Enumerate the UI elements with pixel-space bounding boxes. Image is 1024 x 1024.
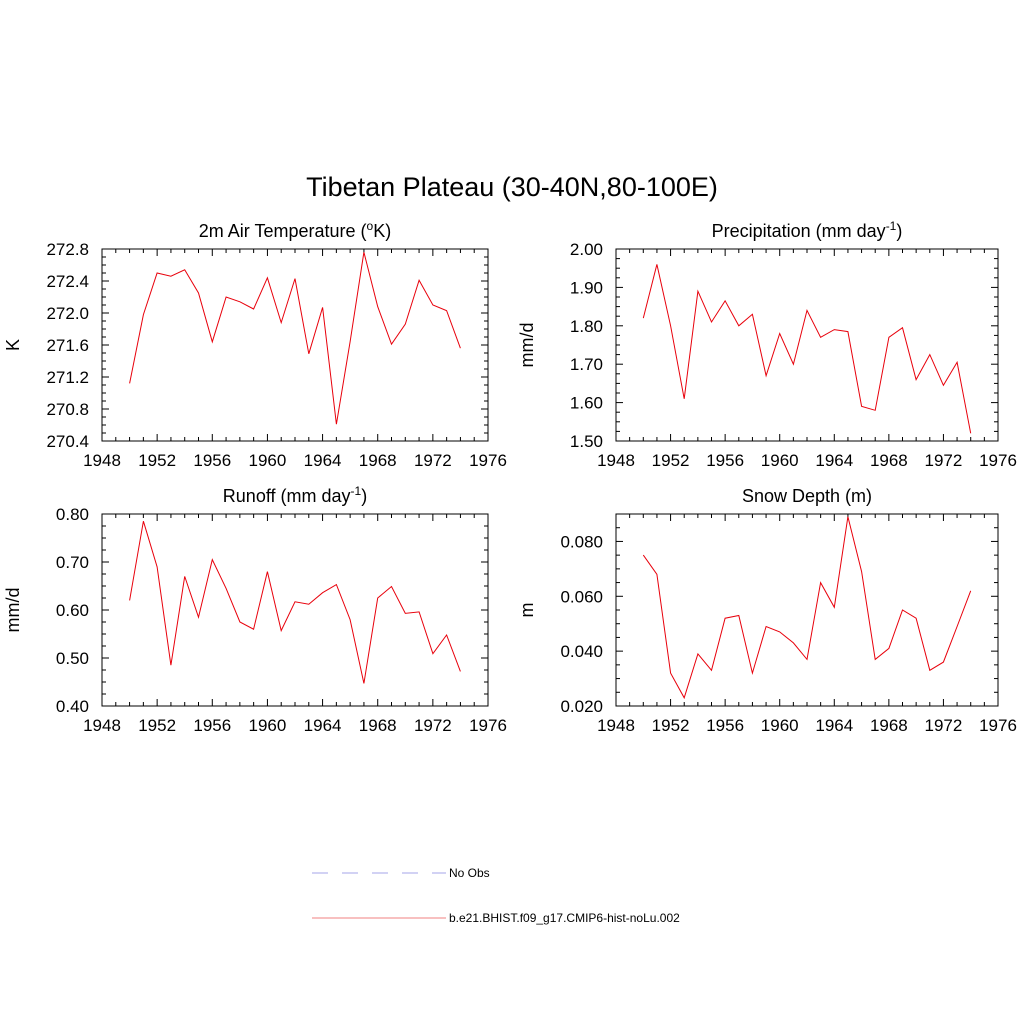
plot-frame [101,248,489,442]
x-tick-label: 1952 [652,716,690,735]
x-tick-label: 1948 [83,451,121,470]
legend-label-1: No Obs [449,866,490,880]
series-line-1 [642,264,972,434]
series-line-1 [129,252,461,425]
ticks [101,248,489,442]
x-tick-label: 1976 [979,451,1017,470]
x-tick-label: 1976 [469,451,507,470]
panel-title-main: Runoff (mm day [223,486,351,506]
y-axis-label: mm/d [517,323,537,368]
panel-title-tail: ) [361,486,367,506]
plot-frame [101,513,489,707]
x-tick-label: 1968 [359,451,397,470]
panel-title: 2m Air Temperature (oK) [199,219,391,241]
x-tick-label: 1956 [706,716,744,735]
figure-title: Tibetan Plateau (30-40N,80-100E) [306,172,718,202]
y-tick-label: 272.4 [46,272,89,291]
x-tick-label: 1968 [870,716,908,735]
x-tick-label: 1960 [761,451,799,470]
y-tick-label: 270.8 [46,400,89,419]
y-tick-label: 1.80 [570,317,603,336]
series-line-1 [642,516,972,700]
panel-title-superscript: o [367,219,374,233]
y-tick-label: 1.60 [570,394,603,413]
panel-title-tail: ) [896,221,902,241]
y-tick-label: 0.60 [56,601,89,620]
legend: No Obs b.e21.BHIST.f09_g17.CMIP6-hist-noL… [312,866,680,925]
y-tick-label: 0.020 [560,697,603,716]
panel-title-tail: K) [373,221,391,241]
ticks [101,513,489,707]
y-tick-label: 1.90 [570,278,603,297]
panel-title-superscript: -1 [351,484,362,498]
panel-title-superscript: -1 [886,219,897,233]
plot-frame [615,248,999,442]
series-line-1 [129,521,461,684]
y-tick-label: 272.0 [46,304,89,323]
x-tick-label: 1952 [652,451,690,470]
panel-title: Snow Depth (m) [742,486,872,506]
x-tick-label: 1948 [597,716,635,735]
panel-title: Runoff (mm day-1) [223,484,367,506]
x-tick-label: 1968 [870,451,908,470]
x-tick-label: 1972 [925,716,963,735]
x-tick-label: 1948 [83,716,121,735]
x-tick-label: 1960 [761,716,799,735]
panel-title-main: Precipitation (mm day [712,221,886,241]
x-tick-label: 1960 [249,451,287,470]
y-tick-label: 0.060 [560,587,603,606]
chart-panel-4: Snow Depth (m) m 1948 1952 1956 1960 1964 1968 1… [517,486,1017,735]
y-tick-label: 0.70 [56,553,89,572]
x-tick-label: 1952 [138,451,176,470]
ticks [615,248,999,442]
y-axis-label: mm/d [3,588,23,633]
y-tick-label: 271.2 [46,368,89,387]
x-tick-label: 1964 [815,451,853,470]
panel-title-main: Snow Depth (m) [742,486,872,506]
y-axis-label: m [517,603,537,618]
x-tick-label: 1972 [925,451,963,470]
y-tick-label: 271.6 [46,336,89,355]
y-tick-label: 1.50 [570,432,603,451]
x-tick-label: 1972 [414,716,452,735]
x-tick-label: 1964 [304,716,342,735]
x-tick-label: 1964 [304,451,342,470]
y-tick-label: 0.040 [560,642,603,661]
x-tick-label: 1976 [469,716,507,735]
y-tick-label: 0.080 [560,532,603,551]
y-tick-label: 272.8 [46,240,89,259]
panel-title: Precipitation (mm day-1) [712,219,903,241]
chart-panel-1: 2m Air Temperature (oK) K 1948 1952 1956 1960… [3,219,507,470]
x-tick-label: 1952 [138,716,176,735]
chart-panel-2: Precipitation (mm day-1) mm/d 1948 1952 1956… [517,219,1017,470]
x-tick-label: 1948 [597,451,635,470]
legend-label-2: b.e21.BHIST.f09_g17.CMIP6-hist-noLu.002 [449,911,680,925]
x-tick-label: 1956 [706,451,744,470]
y-axis-label: K [3,339,23,351]
y-tick-label: 270.4 [46,432,89,451]
panel-title-main: 2m Air Temperature ( [199,221,367,241]
y-tick-label: 0.80 [56,505,89,524]
x-tick-label: 1956 [193,716,231,735]
x-tick-label: 1968 [359,716,397,735]
x-tick-label: 1960 [249,716,287,735]
y-tick-label: 2.00 [570,240,603,259]
panels: 2m Air Temperature (oK) K 1948 1952 1956 1960… [3,219,1017,735]
y-tick-label: 0.40 [56,697,89,716]
chart-panel-3: Runoff (mm day-1) mm/d 1948 1952 1956 1960 196… [3,484,507,735]
x-tick-label: 1972 [414,451,452,470]
x-tick-label: 1956 [193,451,231,470]
x-tick-label: 1964 [815,716,853,735]
y-tick-label: 1.70 [570,355,603,374]
x-tick-label: 1976 [979,716,1017,735]
y-tick-label: 0.50 [56,649,89,668]
